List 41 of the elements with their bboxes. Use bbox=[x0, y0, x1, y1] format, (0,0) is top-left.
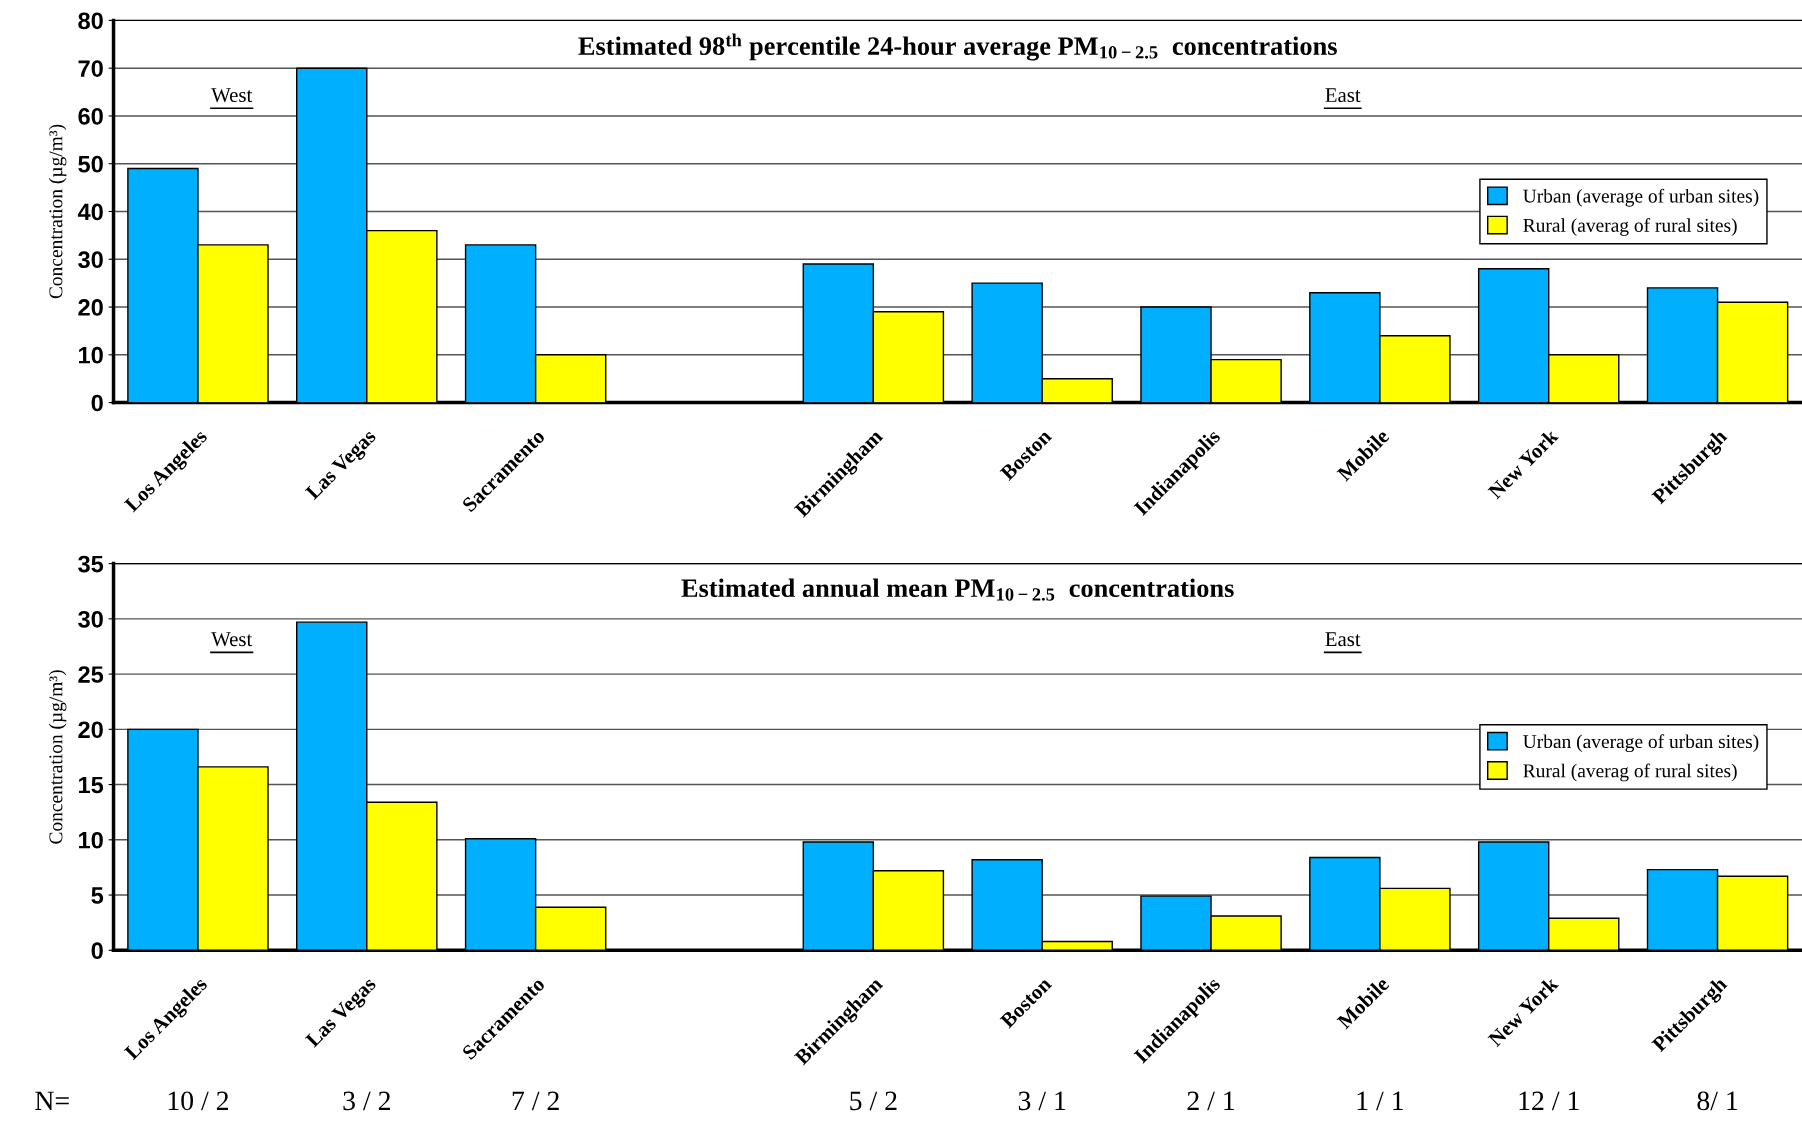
y-axis-title: Concentration (µg/m³) bbox=[48, 670, 67, 844]
annotation: West bbox=[211, 632, 253, 647]
text: 10 / 2 bbox=[168, 1091, 229, 1111]
y-tick-label: 0 bbox=[91, 942, 103, 960]
y-tick-label: 15 bbox=[79, 776, 104, 794]
legend-label: Urban (average of urban sites) bbox=[1523, 188, 1759, 207]
text: 1 / 1 bbox=[1357, 1091, 1403, 1111]
y-tick-label: 20 bbox=[78, 721, 103, 739]
y-tick-label: 30 bbox=[78, 251, 103, 269]
annotation: East bbox=[1325, 88, 1361, 103]
y-tick-label: 20 bbox=[78, 299, 103, 316]
text: 5 / 2 bbox=[850, 1091, 897, 1111]
legend-label: Rural (averag of rural sites) bbox=[1523, 763, 1737, 782]
y-tick-label: 60 bbox=[78, 108, 103, 125]
y-tick-label: 70 bbox=[78, 60, 103, 77]
y-axis-title: Concentration (µg/m³) bbox=[48, 124, 67, 299]
text: 2 / 1 bbox=[1187, 1091, 1235, 1111]
text: 7 / 2 bbox=[512, 1091, 559, 1111]
legend-label: Rural (averag of rural sites) bbox=[1523, 218, 1737, 236]
chart-title: Estimated annual mean PM$_{10−2.5}$ concentrations bbox=[681, 578, 1234, 601]
x-tick-label: New York bbox=[1486, 427, 1560, 500]
y-tick-label: 35 bbox=[78, 555, 104, 573]
y-tick-label: 10 bbox=[79, 346, 103, 364]
y-tick-label: 40 bbox=[77, 203, 103, 221]
y-tick-label: 50 bbox=[78, 155, 103, 173]
text: 8/ 1 bbox=[1697, 1091, 1738, 1111]
x-tick-label: New York bbox=[1486, 975, 1560, 1048]
text: 12 / 1 bbox=[1519, 1091, 1579, 1111]
annotation: West bbox=[211, 88, 253, 103]
y-tick-label: 0 bbox=[91, 394, 103, 412]
text: N= bbox=[35, 1091, 69, 1110]
legend-label: Urban (average of urban sites) bbox=[1523, 734, 1759, 753]
y-tick-label: 80 bbox=[78, 12, 103, 30]
y-tick-label: 25 bbox=[78, 666, 104, 683]
y-tick-label: 5 bbox=[91, 887, 104, 904]
annotation: East bbox=[1325, 632, 1361, 647]
text: Estimated 98$^{th}$ percentile 24-hour average PM$_{10−2.5}$ concentrations bbox=[578, 33, 1337, 61]
text: 3 / 1 bbox=[1018, 1091, 1066, 1111]
y-tick-label: 10 bbox=[79, 831, 103, 849]
y-tick-label: 30 bbox=[78, 610, 103, 628]
text: 3 / 2 bbox=[343, 1091, 390, 1111]
